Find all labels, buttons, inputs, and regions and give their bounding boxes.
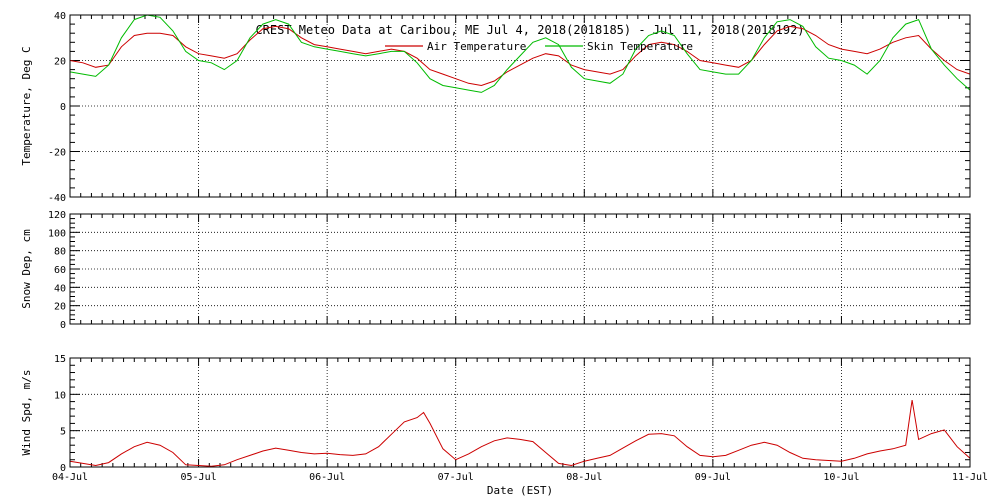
y-tick-label: 20 xyxy=(54,57,66,68)
chart-title: CREST Meteo Data at Caribou, ME Jul 4, 2… xyxy=(255,23,804,37)
y-tick-label: 120 xyxy=(48,210,66,221)
plot-frame xyxy=(69,14,971,198)
y-tick-label: 100 xyxy=(48,228,66,239)
y-tick-label: 40 xyxy=(54,283,66,294)
panel-temperature: -40 -20 0 20 40 Temperature, Deg C Air Tempera… xyxy=(20,11,971,204)
x-tick-label: 06-Jul xyxy=(309,472,345,483)
series-line-air-temperature xyxy=(69,25,971,87)
y-axis-title: Wind Spd, m/s xyxy=(20,369,33,455)
panel-wind: 0 5 10 15 Wind Spd, m/s 04-Jul 05-Jul 06-Jul 07-… xyxy=(20,354,988,483)
chart-panels: -40 -20 0 20 40 Temperature, Deg C Air Tempera… xyxy=(20,11,988,483)
y-tick-label: 60 xyxy=(54,265,66,276)
y-tick-label: 5 xyxy=(60,427,66,438)
plot-frame xyxy=(69,213,971,325)
legend-label: Skin Temperature xyxy=(587,40,693,53)
y-axis-title: Snow Dep, cm xyxy=(20,229,33,309)
plot-frame xyxy=(69,357,971,468)
series-line-wind-speed xyxy=(69,400,971,467)
y-tick-label: 20 xyxy=(54,302,66,313)
legend-label: Air Temperature xyxy=(427,40,526,53)
x-tick-label: 08-Jul xyxy=(566,472,602,483)
y-tick-label: -40 xyxy=(48,193,66,204)
x-tick-label: 07-Jul xyxy=(438,472,474,483)
x-tick-label: 11-Jul xyxy=(952,472,988,483)
y-tick-label: 10 xyxy=(54,390,66,401)
x-tick-label: 09-Jul xyxy=(695,472,731,483)
x-axis-title: Date (EST) xyxy=(487,484,553,497)
x-tick-label: 05-Jul xyxy=(181,472,217,483)
y-tick-label: 40 xyxy=(54,11,66,22)
x-tick-label: 04-Jul xyxy=(52,472,88,483)
series-line-skin-temperature xyxy=(69,14,971,93)
y-tick-label: 80 xyxy=(54,247,66,258)
x-tick-label: 10-Jul xyxy=(823,472,859,483)
y-tick-label: 0 xyxy=(60,102,66,113)
panel-snow: 0 20 40 60 80 100 120 Snow Dep, cm xyxy=(20,210,971,331)
y-tick-label: 15 xyxy=(54,354,66,365)
y-tick-label: 0 xyxy=(60,463,66,474)
y-tick-label: -20 xyxy=(48,148,66,159)
y-tick-label: 0 xyxy=(60,320,66,331)
y-axis-title: Temperature, Deg C xyxy=(20,46,33,165)
